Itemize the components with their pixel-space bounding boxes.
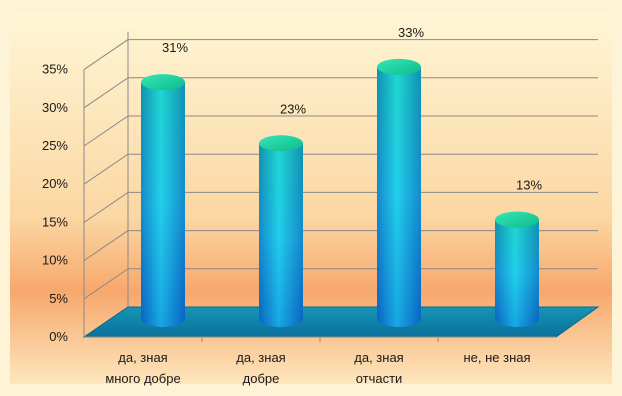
gridline-stub [83,268,129,300]
y-tick-label: 20% [42,176,68,191]
bar [141,74,185,327]
y-tick-label: 25% [42,138,68,153]
data-label: 31% [162,40,188,55]
gridline-stub [83,77,129,109]
x-tick-label: да, зная [118,350,167,365]
y-tick-label: 35% [42,62,68,77]
gridline-stub [83,39,129,71]
bar [377,58,421,327]
x-tick-label: да, зная [236,350,285,365]
y-tick-label: 10% [42,253,68,268]
gridline-stub [83,153,129,185]
x-tick-label: отчасти [356,371,403,386]
y-tick-label: 15% [42,214,68,229]
gridline-stub [83,191,129,223]
y-tick-label: 5% [49,291,68,306]
chart-floor [82,306,600,338]
bar-shading [141,82,185,327]
gridline-stub [83,115,129,147]
data-label: 33% [398,25,424,40]
x-tick-label: много добре [105,371,180,386]
bars [141,58,539,327]
gridlines [83,31,598,342]
x-tick-label: да, зная [354,350,403,365]
bar-shading [259,143,303,327]
bar-cap [259,135,303,152]
x-tick-label: добре [243,371,280,386]
bar-shading [377,66,421,327]
x-tick-label: не, не зная [463,350,530,365]
bar-cap [495,211,539,228]
bar [495,211,539,327]
bar-cap [377,58,421,75]
data-label: 23% [280,101,306,116]
bar [259,135,303,327]
bar-cap [141,74,185,91]
y-tick-label: 30% [42,100,68,115]
y-tick-label: 0% [49,329,68,344]
bar-shading [495,219,539,327]
gridline-stub [83,230,129,262]
data-label: 13% [516,178,542,193]
labels: 0% 5% 10% 15% 20% 25% 30% 35% 31% да, зная много д… [42,25,542,386]
